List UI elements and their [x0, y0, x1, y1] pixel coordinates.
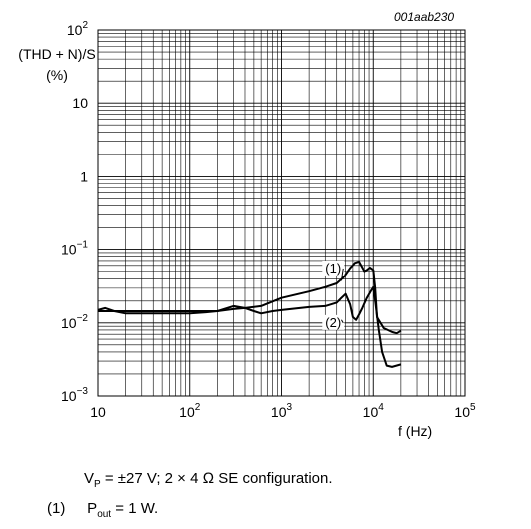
series-leader-1	[340, 268, 344, 281]
note-1-rest: = 1 W.	[111, 500, 159, 517]
y-tick-label: 10−2	[61, 313, 88, 331]
x-tick-label: 102	[179, 402, 201, 420]
y-axis-label-line2: (%)	[46, 67, 68, 83]
series-line-1	[97, 260, 402, 335]
y-tick-label: 10−3	[61, 386, 88, 404]
y-tick-label: 10−1	[61, 240, 88, 258]
y-tick-label: 102	[67, 20, 89, 38]
x-tick-label: 103	[271, 402, 293, 420]
chart-caption: VP = ±27 V; 2 × 4 Ω SE configuration.	[84, 470, 333, 490]
plot-frame	[97, 29, 466, 397]
series-label-bg-1	[322, 260, 345, 276]
x-tick-label: 10	[90, 404, 106, 420]
x-tick-label: 104	[363, 402, 385, 420]
series-leader-2	[341, 319, 344, 324]
series-line-2	[98, 285, 402, 368]
note-1-p: P	[87, 500, 98, 517]
note-1: (1) Pout = 1 W.	[47, 500, 158, 520]
series-label-bg-2	[322, 314, 345, 330]
caption-v: V	[84, 470, 95, 487]
series-label-2: (2)	[325, 315, 341, 330]
figure-id: 001aab230	[394, 10, 455, 24]
series-label-1: (1)	[325, 261, 341, 276]
y-axis-label: (THD + N)/S (%)	[12, 44, 102, 86]
caption-rest: = ±27 V; 2 × 4 Ω SE configuration.	[100, 470, 333, 487]
caption-v-sub: P	[94, 479, 101, 490]
y-tick-label: 1	[80, 168, 88, 184]
x-tick-label: 105	[454, 402, 476, 420]
y-tick-label: 10	[72, 95, 88, 111]
note-1-p-sub: out	[97, 509, 112, 520]
x-axis-label: f (Hz)	[398, 423, 433, 439]
note-1-num: (1)	[47, 500, 66, 517]
y-axis-label-line1: (THD + N)/S	[18, 46, 96, 62]
